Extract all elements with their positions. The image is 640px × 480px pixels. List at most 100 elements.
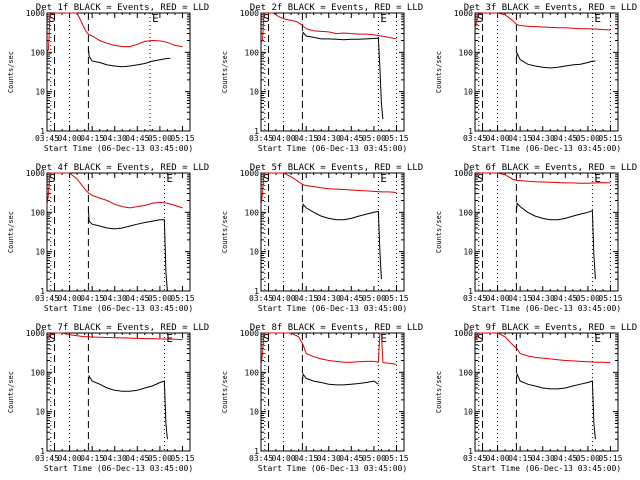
y-tick-label: 100: [245, 48, 260, 57]
series-lld-line: [46, 12, 183, 53]
x-tick-label: 04:30: [531, 454, 555, 463]
x-tick-label: 05:15: [384, 294, 408, 303]
plot-frame: [46, 332, 191, 452]
end-marker-label: E: [380, 332, 387, 345]
end-marker-label: E: [594, 332, 601, 345]
series-events-line: [515, 51, 596, 69]
x-tick-label: 04:00: [58, 294, 82, 303]
x-axis-label: Start Time (06-Dec-13 03:45:00): [472, 144, 621, 153]
chart-title: Det 3f BLACK = Events, RED = LLD: [464, 3, 637, 13]
y-tick-label: 1: [468, 447, 473, 456]
series-lld-line: [260, 12, 397, 43]
start-marker-label: S: [263, 172, 270, 185]
series-lld-line: [46, 332, 183, 341]
y-tick-label: 10: [35, 248, 45, 257]
y-tick-label: 1000: [454, 329, 473, 338]
series-events-line: [87, 209, 168, 292]
chart-panel-7: Det 7f BLACK = Events, RED = LLD 1 10 100 10…: [7, 323, 209, 473]
plot-frame: [260, 332, 405, 452]
chart-title: Det 2f BLACK = Events, RED = LLD: [250, 3, 423, 13]
y-tick-label: 100: [459, 48, 474, 57]
series-events-line: [301, 31, 384, 120]
x-tick-label: 03:45: [35, 454, 59, 463]
y-tick-label: 100: [459, 368, 474, 377]
plot-frame: [46, 12, 191, 132]
y-tick-label: 10: [463, 248, 473, 257]
start-marker-label: S: [263, 12, 270, 25]
y-tick-label: 10: [249, 248, 259, 257]
chart-title: Det 7f BLACK = Events, RED = LLD: [36, 323, 209, 333]
series-events-line: [87, 374, 168, 440]
y-tick-label: 1: [40, 127, 45, 136]
x-tick-label: 04:15: [80, 134, 104, 143]
y-tick-label: 1: [40, 287, 45, 296]
y-tick-label: 10: [35, 408, 45, 417]
y-axis-label: Counts/sec: [7, 211, 15, 253]
plot-frame: [474, 12, 619, 132]
plot-frame: [46, 172, 191, 292]
x-tick-label: 05:00: [362, 294, 386, 303]
plot-frame: [474, 172, 619, 292]
x-tick-label: 04:30: [317, 454, 341, 463]
x-tick-label: 04:45: [125, 294, 149, 303]
y-tick-label: 1000: [240, 329, 259, 338]
end-marker-label: E: [152, 12, 159, 25]
x-axis-label: Start Time (06-Dec-13 03:45:00): [472, 304, 621, 313]
x-tick-label: 04:15: [508, 454, 532, 463]
y-axis-label: Counts/sec: [435, 51, 443, 93]
x-tick-label: 05:15: [598, 294, 622, 303]
chart-panel-5: Det 5f BLACK = Events, RED = LLD 1 10 100 10…: [221, 163, 423, 313]
x-tick-label: 04:45: [553, 294, 577, 303]
x-tick-label: 04:15: [294, 294, 318, 303]
x-tick-label: 04:00: [272, 294, 296, 303]
y-tick-label: 10: [249, 88, 259, 97]
y-tick-label: 100: [31, 208, 46, 217]
series-events-line: [515, 202, 596, 280]
y-tick-label: 1000: [454, 9, 473, 18]
x-tick-label: 04:30: [103, 294, 127, 303]
end-marker-label: E: [166, 332, 173, 345]
start-marker-label: S: [477, 332, 484, 345]
end-marker-label: E: [380, 172, 387, 185]
x-axis-label: Start Time (06-Dec-13 03:45:00): [44, 304, 193, 313]
x-tick-label: 05:00: [362, 134, 386, 143]
x-tick-label: 05:15: [384, 454, 408, 463]
x-tick-label: 05:15: [170, 454, 194, 463]
series-lld-line: [46, 172, 183, 209]
x-tick-label: 04:45: [553, 134, 577, 143]
x-tick-label: 04:30: [531, 294, 555, 303]
x-tick-label: 05:15: [598, 134, 622, 143]
y-axis-label: Counts/sec: [7, 51, 15, 93]
x-axis-label: Start Time (06-Dec-13 03:45:00): [472, 464, 621, 473]
x-tick-label: 04:00: [272, 454, 296, 463]
chart-panel-1: Det 1f BLACK = Events, RED = LLD 1 10 100 10…: [7, 3, 209, 153]
x-tick-label: 04:15: [294, 454, 318, 463]
series-lld-line: [474, 332, 611, 364]
x-tick-label: 05:15: [170, 134, 194, 143]
y-tick-label: 1000: [240, 169, 259, 178]
x-tick-label: 05:00: [148, 454, 172, 463]
start-marker-label: S: [49, 12, 56, 25]
x-tick-label: 03:45: [249, 454, 273, 463]
y-tick-label: 10: [463, 408, 473, 417]
x-axis-label: Start Time (06-Dec-13 03:45:00): [258, 144, 407, 153]
x-tick-label: 03:45: [249, 294, 273, 303]
x-tick-label: 03:45: [463, 134, 487, 143]
x-tick-label: 04:45: [339, 294, 363, 303]
end-marker-label: E: [380, 12, 387, 25]
y-tick-label: 1000: [26, 169, 45, 178]
x-tick-label: 04:30: [103, 134, 127, 143]
y-axis-label: Counts/sec: [7, 371, 15, 413]
chart-title: Det 9f BLACK = Events, RED = LLD: [464, 323, 637, 333]
chart-title: Det 8f BLACK = Events, RED = LLD: [250, 323, 423, 333]
chart-panel-2: Det 2f BLACK = Events, RED = LLD 1 10 100 10…: [221, 3, 423, 153]
start-marker-label: S: [477, 12, 484, 25]
y-axis-label: Counts/sec: [221, 51, 229, 93]
x-tick-label: 05:15: [384, 134, 408, 143]
x-tick-label: 04:45: [553, 454, 577, 463]
plot-frame: [260, 12, 405, 132]
x-tick-label: 04:00: [486, 454, 510, 463]
chart-panel-3: Det 3f BLACK = Events, RED = LLD 1 10 100 10…: [435, 3, 637, 153]
x-tick-label: 04:30: [317, 294, 341, 303]
